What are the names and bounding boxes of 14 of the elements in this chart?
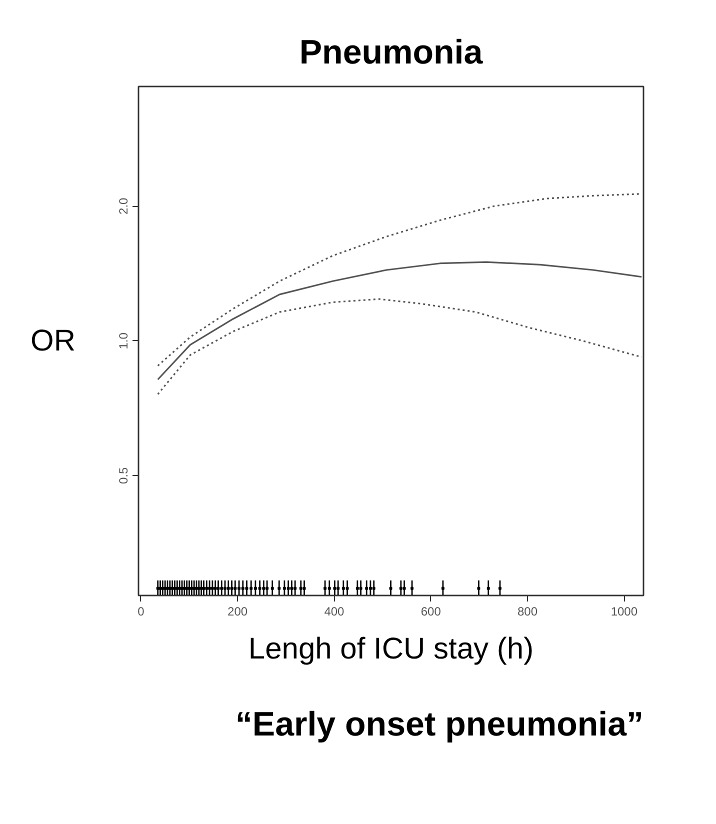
- x-tick-label: 0: [138, 604, 145, 618]
- chart-title: Pneumonia: [299, 34, 484, 72]
- y-tick-label: 2.0: [116, 197, 130, 214]
- line-series: [157, 261, 642, 380]
- x-tick-label: 600: [420, 604, 442, 618]
- y-tick-label: 0.5: [116, 467, 130, 484]
- x-tick-label: 200: [228, 604, 248, 618]
- x-tick-label: 1000: [610, 604, 638, 618]
- y-axis-title: OR: [30, 324, 76, 358]
- x-tick-label: 400: [324, 604, 345, 618]
- y-tick-label: 1.0: [116, 332, 130, 350]
- x-axis-title: Lengh of ICU stay (h): [248, 632, 534, 666]
- text: “Early onset pneumonia”: [235, 706, 644, 744]
- x-tick-label: 800: [518, 604, 538, 618]
